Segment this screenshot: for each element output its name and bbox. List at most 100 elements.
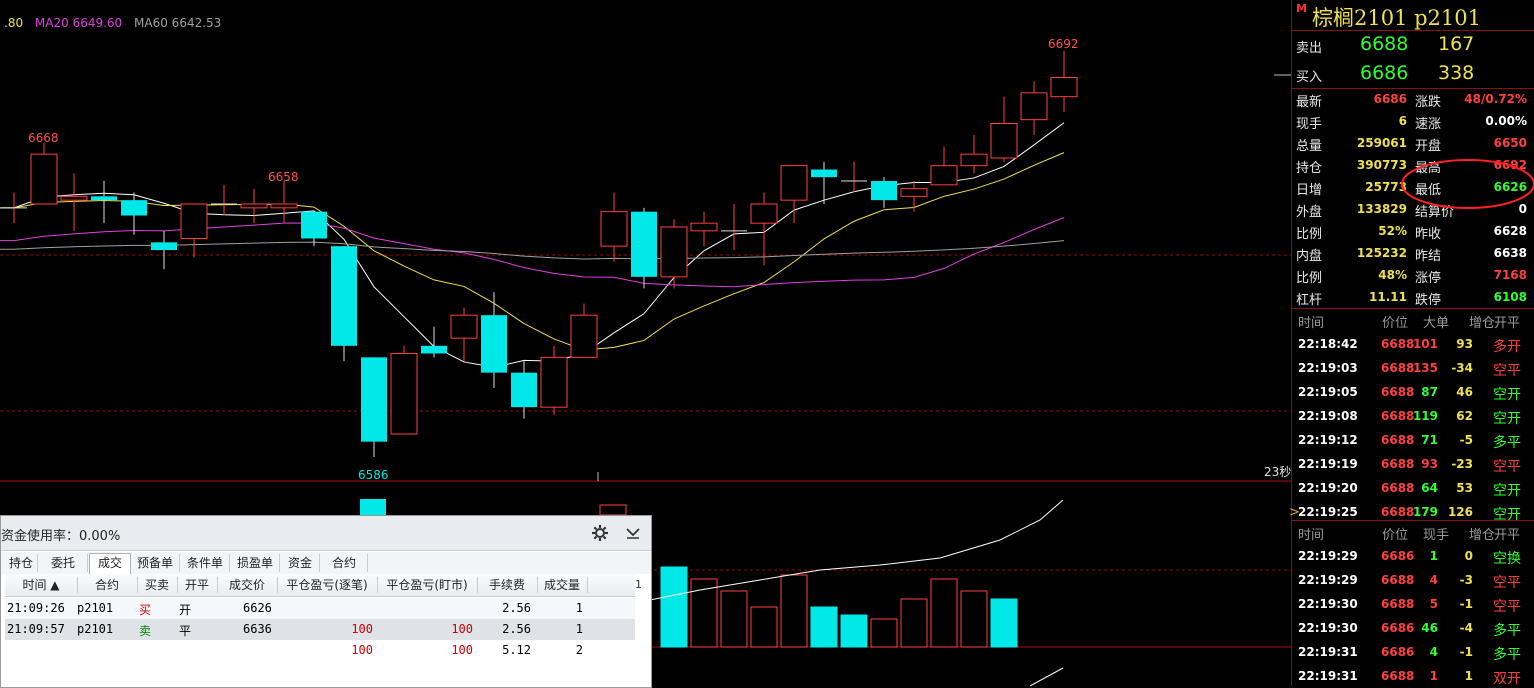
- tick-size: 4: [1429, 645, 1438, 659]
- volume-bar: [960, 590, 988, 648]
- column-header[interactable]: 开平: [177, 577, 218, 593]
- column-header[interactable]: 合约: [77, 577, 138, 593]
- candle-body-down: [871, 181, 897, 201]
- tick-row[interactable]: 22:19:29 6688 4 -3 空平: [1292, 570, 1534, 592]
- stat-label: 比例: [1296, 271, 1323, 286]
- tick-time: 22:19:29: [1298, 573, 1358, 587]
- volume-bar: [690, 578, 718, 648]
- tick-price: 6688: [1381, 457, 1415, 471]
- column-header[interactable]: 手续费: [477, 577, 538, 593]
- column-header[interactable]: 成交价: [217, 577, 278, 593]
- candle: [660, 219, 688, 289]
- candle-body-down: [481, 315, 507, 373]
- tab-5[interactable]: 损盈单: [231, 554, 280, 572]
- tick-change: -4: [1459, 621, 1473, 635]
- column-header[interactable]: 平仓盈亏(逐笔): [277, 577, 378, 593]
- candle-body-down: [331, 246, 357, 346]
- stat-label: 最低: [1415, 183, 1442, 198]
- tick-row[interactable]: 22:19:12 6688 71 -5 多平: [1292, 430, 1534, 452]
- tick-price: 6688: [1381, 669, 1415, 683]
- settings-gear-icon[interactable]: [591, 524, 609, 542]
- tick-header-cell: 价位: [1382, 316, 1409, 331]
- tick-row[interactable]: 22:19:31 6688 1 1 双开: [1292, 666, 1534, 688]
- stat-label: 结算价: [1415, 205, 1455, 220]
- buy-row[interactable]: 买入 6686 338: [1292, 62, 1534, 88]
- tick-time: 22:19:12: [1298, 433, 1358, 447]
- tick-type: 空开: [1493, 507, 1521, 523]
- ma20-value: MA20 6649.60: [34, 16, 123, 30]
- trade-dialog[interactable]: 资金使用率：0.00% 持仓 委托 成交 预备单 条件单 损盈单 资金 合约 时间 ▲ 合约 买卖…: [0, 515, 652, 688]
- tick-header-cell: 价位: [1382, 528, 1409, 543]
- tick-row[interactable]: 22:19:08 6688 119 62 空开: [1292, 406, 1534, 428]
- candle-body-up: [390, 353, 418, 435]
- trade-row[interactable]: 21:09:57 p2101 卖 平 6636 100 100 2.56 1: [5, 619, 635, 640]
- tab-6[interactable]: 资金: [281, 554, 320, 572]
- tick-type: 空平: [1493, 459, 1521, 475]
- tab-3[interactable]: 预备单: [131, 554, 180, 572]
- sell-row[interactable]: 卖出 6688 167: [1292, 33, 1534, 59]
- tick-change: -23: [1451, 457, 1473, 471]
- tick-header-cell: 大单: [1423, 316, 1450, 331]
- tick-header-cell: 时间: [1298, 528, 1325, 543]
- tick-type: 空平: [1493, 575, 1521, 591]
- volume-bar: [750, 606, 778, 648]
- candle-body-up: [990, 123, 1018, 159]
- stat-row: 内盘 125232 昨结 6638: [1292, 243, 1534, 265]
- tick-row[interactable]: 22:19:05 6688 87 46 空开: [1292, 382, 1534, 404]
- candle: [570, 303, 598, 358]
- tick-row[interactable]: 22:18:42 6688 101 93 多开: [1292, 334, 1534, 356]
- stat-value: 0: [1518, 202, 1527, 216]
- tick-row[interactable]: 22:19:30 6686 46 -4 多平: [1292, 618, 1534, 640]
- dialog-tabs: 持仓 委托 成交 预备单 条件单 损盈单 资金 合约: [1, 552, 651, 574]
- ma10-line: [0, 152, 1065, 351]
- candle: [631, 207, 657, 289]
- tab-0[interactable]: 持仓: [5, 554, 38, 572]
- dialog-titlebar[interactable]: 资金使用率：0.00%: [1, 516, 651, 551]
- tick-row[interactable]: 22:19:31 6686 4 -1 多平: [1292, 642, 1534, 664]
- tick-time: 22:19:30: [1298, 621, 1358, 635]
- contract-title[interactable]: 棕榈2101 p2101: [1312, 6, 1482, 30]
- column-header[interactable]: 买卖: [137, 577, 178, 593]
- column-header[interactable]: 时间 ▲: [5, 577, 78, 593]
- tab-2[interactable]: 成交: [89, 553, 131, 574]
- tick-row[interactable]: 22:19:19 6688 93 -23 空平: [1292, 454, 1534, 476]
- candle: [930, 146, 958, 186]
- volume-bar: [900, 598, 928, 648]
- candle-body-up: [240, 203, 268, 209]
- stat-label: 总量: [1296, 139, 1323, 154]
- stat-value: 390773: [1356, 158, 1407, 172]
- tab-7[interactable]: 合约: [321, 554, 368, 572]
- tick-row[interactable]: 22:19:20 6688 64 53 空开: [1292, 478, 1534, 500]
- column-header[interactable]: 成交量: [537, 577, 588, 593]
- candle-body-up: [780, 165, 808, 201]
- indicator-line: [1029, 667, 1064, 686]
- collapse-chevron-icon[interactable]: [626, 527, 640, 539]
- tick-row[interactable]: 22:19:30 6688 5 -1 空平: [1292, 594, 1534, 616]
- tick-type: 空开: [1493, 387, 1521, 403]
- stat-label: 涨停: [1415, 271, 1442, 286]
- candle: [811, 161, 837, 204]
- trade-fee: 5.12: [502, 643, 531, 657]
- tick-row[interactable]: 22:19:29 6686 1 0 空换: [1292, 546, 1534, 568]
- tab-1[interactable]: 委托: [39, 554, 88, 572]
- tick-row[interactable]: 22:19:03 6688 135 -34 空平: [1292, 358, 1534, 380]
- tick-row[interactable]: 22:19:25 6688 179 126 空开: [1292, 502, 1534, 524]
- tick-change: 93: [1456, 337, 1473, 351]
- stat-row: 总量 259061 开盘 6650: [1292, 133, 1534, 155]
- trade-row[interactable]: 100 100 5.12 2: [5, 640, 635, 661]
- candle: [721, 204, 747, 250]
- kline-chart[interactable]: 6668 6658 6692 6586 23秒: [0, 0, 1291, 686]
- stat-row: 现手 6 速涨 0.00%: [1292, 111, 1534, 133]
- stat-value: 48/0.72%: [1464, 92, 1527, 106]
- tick-time: 22:19:08: [1298, 409, 1358, 423]
- trade-row[interactable]: 21:09:26 p2101 买 开 6626 2.56 1: [5, 598, 635, 619]
- stat-label: 跌停: [1415, 293, 1442, 308]
- tab-4[interactable]: 条件单: [181, 554, 230, 572]
- column-header[interactable]: 平仓盈亏(盯市): [377, 577, 478, 593]
- volume-ma-line: [649, 499, 1064, 601]
- tick-change: 62: [1456, 409, 1473, 423]
- stat-value: 25773: [1365, 180, 1407, 194]
- tick-type: 空开: [1493, 483, 1521, 499]
- tick-time: 22:19:05: [1298, 385, 1358, 399]
- tick-change: -5: [1459, 433, 1473, 447]
